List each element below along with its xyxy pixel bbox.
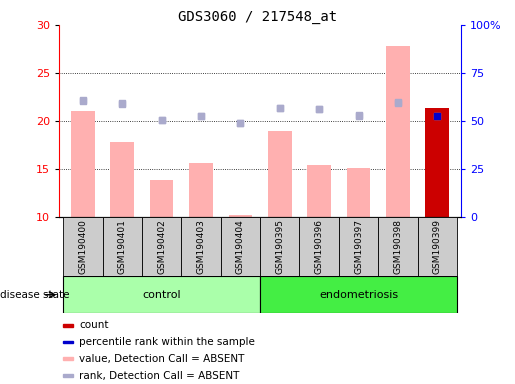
Text: count: count xyxy=(79,320,109,330)
FancyBboxPatch shape xyxy=(181,217,221,276)
Text: disease state: disease state xyxy=(0,290,70,300)
Point xyxy=(197,113,205,119)
FancyBboxPatch shape xyxy=(339,217,378,276)
Bar xyxy=(63,374,73,377)
FancyBboxPatch shape xyxy=(260,217,299,276)
Text: GSM190398: GSM190398 xyxy=(393,219,402,274)
Point xyxy=(354,113,363,119)
Text: GDS3060 / 217548_at: GDS3060 / 217548_at xyxy=(178,10,337,23)
Point xyxy=(236,120,245,126)
Bar xyxy=(63,358,73,360)
FancyBboxPatch shape xyxy=(418,217,457,276)
FancyBboxPatch shape xyxy=(299,217,339,276)
Point xyxy=(394,100,402,106)
Text: GSM190399: GSM190399 xyxy=(433,219,442,274)
Bar xyxy=(63,341,73,343)
Point xyxy=(197,113,205,119)
Text: percentile rank within the sample: percentile rank within the sample xyxy=(79,337,255,347)
Point xyxy=(354,112,363,118)
Text: endometriosis: endometriosis xyxy=(319,290,398,300)
Text: GSM190403: GSM190403 xyxy=(197,219,205,274)
Point xyxy=(315,106,323,113)
Point xyxy=(158,117,166,123)
Bar xyxy=(63,324,73,327)
Point xyxy=(118,100,126,106)
Point xyxy=(118,101,126,107)
Text: GSM190395: GSM190395 xyxy=(275,219,284,274)
Bar xyxy=(189,163,213,217)
Point xyxy=(276,106,284,112)
Text: control: control xyxy=(142,290,181,300)
Bar xyxy=(268,131,291,217)
FancyBboxPatch shape xyxy=(102,217,142,276)
Point xyxy=(79,98,87,104)
Text: GSM190396: GSM190396 xyxy=(315,219,323,274)
FancyBboxPatch shape xyxy=(221,217,260,276)
FancyBboxPatch shape xyxy=(142,217,181,276)
Text: GSM190404: GSM190404 xyxy=(236,219,245,274)
Text: rank, Detection Call = ABSENT: rank, Detection Call = ABSENT xyxy=(79,371,239,381)
Bar xyxy=(425,109,449,217)
Point xyxy=(276,106,284,112)
Point xyxy=(315,106,323,113)
Text: GSM190402: GSM190402 xyxy=(157,219,166,274)
Text: value, Detection Call = ABSENT: value, Detection Call = ABSENT xyxy=(79,354,245,364)
Bar xyxy=(307,165,331,217)
FancyBboxPatch shape xyxy=(63,217,102,276)
Point xyxy=(433,113,441,119)
Bar xyxy=(150,180,174,217)
Point xyxy=(158,117,166,123)
Text: GSM190400: GSM190400 xyxy=(78,219,88,274)
Point xyxy=(433,113,441,119)
Bar xyxy=(110,142,134,217)
Text: GSM190397: GSM190397 xyxy=(354,219,363,274)
Point xyxy=(79,97,87,103)
FancyBboxPatch shape xyxy=(378,217,418,276)
Bar xyxy=(347,168,370,217)
Point xyxy=(394,99,402,105)
FancyBboxPatch shape xyxy=(63,276,260,313)
Bar xyxy=(71,111,95,217)
FancyBboxPatch shape xyxy=(260,276,457,313)
Bar xyxy=(229,215,252,217)
Bar xyxy=(386,46,410,217)
Text: GSM190401: GSM190401 xyxy=(118,219,127,274)
Point xyxy=(236,120,245,126)
